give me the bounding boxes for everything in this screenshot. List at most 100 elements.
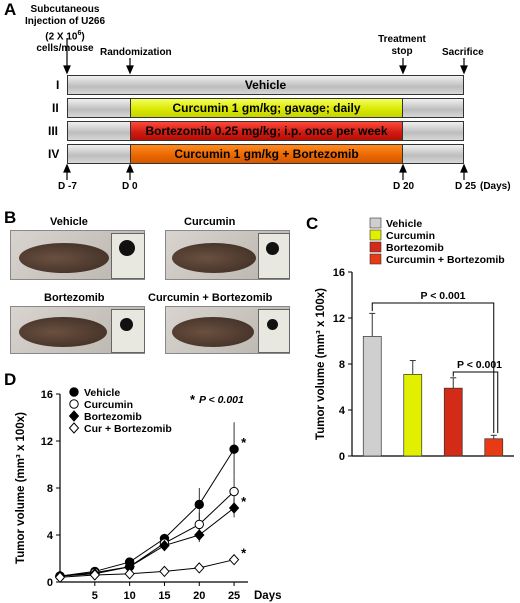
mouse-image (19, 317, 107, 347)
group-bar-vehicle: Vehicle (67, 75, 464, 95)
y-tick-label: 4 (47, 530, 54, 542)
y-axis-label: Tumor volume (mm³ x 100x) (15, 412, 27, 564)
y-tick-label: 8 (339, 359, 345, 371)
photo-label-vehicle: Vehicle (50, 216, 88, 228)
p-value-label: P < 0.001 (457, 359, 502, 371)
y-tick-label: 0 (47, 577, 53, 589)
x-tick-label: 15 (158, 590, 170, 602)
significance-asterisk: * (241, 435, 247, 450)
y-tick-label: 16 (41, 389, 53, 401)
group-bar-combo: Curcumin 1 gm/kg + Bortezomib (130, 144, 403, 164)
legend-marker (68, 422, 80, 434)
bar (484, 438, 504, 457)
group-bar-label: Bortezomib 0.25 mg/kg; i.p. once per wee… (145, 124, 388, 138)
group-bar-label: Curcumin 1 gm/kg + Bortezomib (174, 147, 359, 161)
tumor-ruler (111, 309, 145, 353)
day-label-d20: D 20 (393, 181, 415, 192)
significance-bracket (371, 302, 495, 433)
legend-swatch (369, 253, 382, 265)
p-note-label: P < 0.001 (199, 394, 244, 406)
group-bar-bortezomib: Bortezomib 0.25 mg/kg; i.p. once per wee… (130, 121, 403, 141)
x-tick-label: 20 (193, 590, 205, 602)
y-tick-label: 0 (339, 451, 345, 463)
panel-c-letter: C (306, 214, 319, 233)
group-numeral-2: II (52, 101, 59, 115)
legend-label: Bortezomib (84, 411, 142, 423)
data-point (159, 565, 170, 578)
significance-asterisk: * (241, 546, 247, 561)
sacrifice-label: Sacrifice (442, 47, 484, 58)
legend-label: Curcumin (386, 230, 435, 242)
data-point (54, 571, 66, 584)
data-point (89, 569, 100, 581)
legend-label: Cur + Bortezomib (84, 423, 172, 435)
y-tick-label: 8 (47, 483, 53, 495)
tumor-image (267, 319, 278, 330)
photo-label-combo: Curcumin + Bortezomib (148, 292, 273, 304)
injection-label: Subcutaneous Injection of U266 (2 X 106)… (20, 4, 110, 55)
x-axis-label: Days (254, 590, 282, 602)
data-point (228, 502, 240, 514)
randomization-label: Randomization (100, 47, 172, 58)
line-chart: 0 4 8 12 16 5 10 15 20 25 Days Tumor volume (mm³ x … (15, 387, 282, 602)
p-note-asterisk: * (190, 392, 196, 407)
series-line (59, 507, 235, 577)
group-bar-label: Curcumin 1 gm/kg; gavage; daily (172, 101, 361, 115)
photo-bortezomib (10, 306, 145, 354)
photo-label-curcumin: Curcumin (184, 216, 236, 228)
photo-label-bortezomib: Bortezomib (44, 292, 105, 304)
tumor-image (119, 240, 135, 256)
photo-combo (165, 306, 290, 354)
mouse-image (172, 243, 256, 273)
legend-swatch (369, 217, 382, 229)
day-label-d-7: D -7 (58, 181, 77, 192)
treatment-stop-line2: stop (391, 46, 413, 57)
significance-bracket (452, 371, 499, 433)
tumor-ruler (258, 309, 290, 353)
series-line (59, 491, 235, 577)
days-unit-label: (Days) (480, 181, 511, 192)
x-tick-label: 25 (228, 590, 240, 602)
bar (403, 374, 423, 457)
mouse-image (19, 243, 109, 273)
data-point (229, 486, 239, 497)
legend-label: Curcumin (84, 399, 133, 411)
legend-marker (69, 399, 79, 409)
legend-label: Bortezomib (386, 242, 444, 254)
series-line (59, 448, 235, 577)
tumor-image (266, 242, 279, 255)
injection-label-line1: Subcutaneous (30, 4, 100, 15)
photo-vehicle (10, 230, 145, 280)
timeline-arrows (63, 38, 468, 180)
tumor-image (120, 318, 133, 331)
group-numeral-4: IV (48, 147, 60, 161)
significance-asterisk: * (241, 494, 247, 509)
y-tick-label: 16 (333, 267, 345, 279)
legend-label: Vehicle (84, 387, 120, 399)
data-point (124, 568, 135, 580)
y-tick-label: 12 (333, 313, 345, 325)
group-numeral-1: I (56, 78, 60, 92)
series-line (59, 559, 235, 578)
data-point (159, 539, 170, 552)
x-tick-label: 10 (124, 590, 136, 602)
group-bar-curcumin: Curcumin 1 gm/kg; gavage; daily (130, 98, 403, 118)
tumor-ruler (111, 233, 145, 279)
data-point (194, 562, 205, 574)
legend-label: Curcumin + Bortezomib (386, 254, 505, 266)
bar (362, 336, 382, 457)
data-point (194, 529, 205, 541)
y-tick-label: 4 (339, 405, 346, 417)
data-point (229, 444, 239, 454)
treatment-stop-line1: Treatment (378, 34, 426, 45)
legend-marker (68, 410, 80, 422)
x-tick-label: 5 (92, 590, 98, 602)
day-label-d0: D 0 (122, 181, 138, 192)
treatment-stop-label: Treatment stop (372, 34, 432, 58)
data-point (194, 499, 204, 510)
y-tick-label: 12 (41, 436, 53, 448)
photo-curcumin (165, 230, 290, 280)
mouse-image (172, 317, 254, 347)
legend-swatch (369, 229, 382, 241)
